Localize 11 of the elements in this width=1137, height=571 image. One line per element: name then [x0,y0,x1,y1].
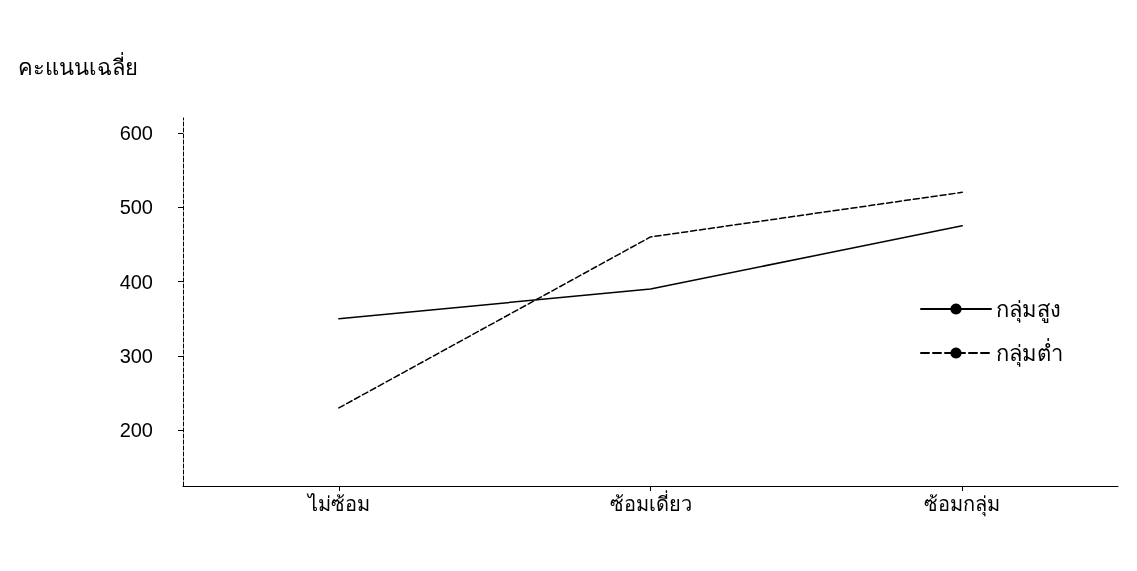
x-tick-label: ซ้อมเดี่ยว [609,490,692,515]
legend-label: กลุ่มสูง [996,296,1061,323]
y-axis-title: คะแนนเฉลี่ย [18,51,138,80]
legend-label: กลุ่มต่ำ [996,337,1063,367]
y-tick-label: 200 [119,419,153,442]
y-tick-label: 400 [119,270,153,293]
y-tick-label: 600 [119,121,153,144]
y-tick-label: 500 [119,196,153,219]
x-tick-label: ซ้อมกลุ่ม [924,493,1001,517]
y-tick-label: 300 [119,344,153,367]
x-tick-label: ไม่ซ้อม [305,493,370,515]
